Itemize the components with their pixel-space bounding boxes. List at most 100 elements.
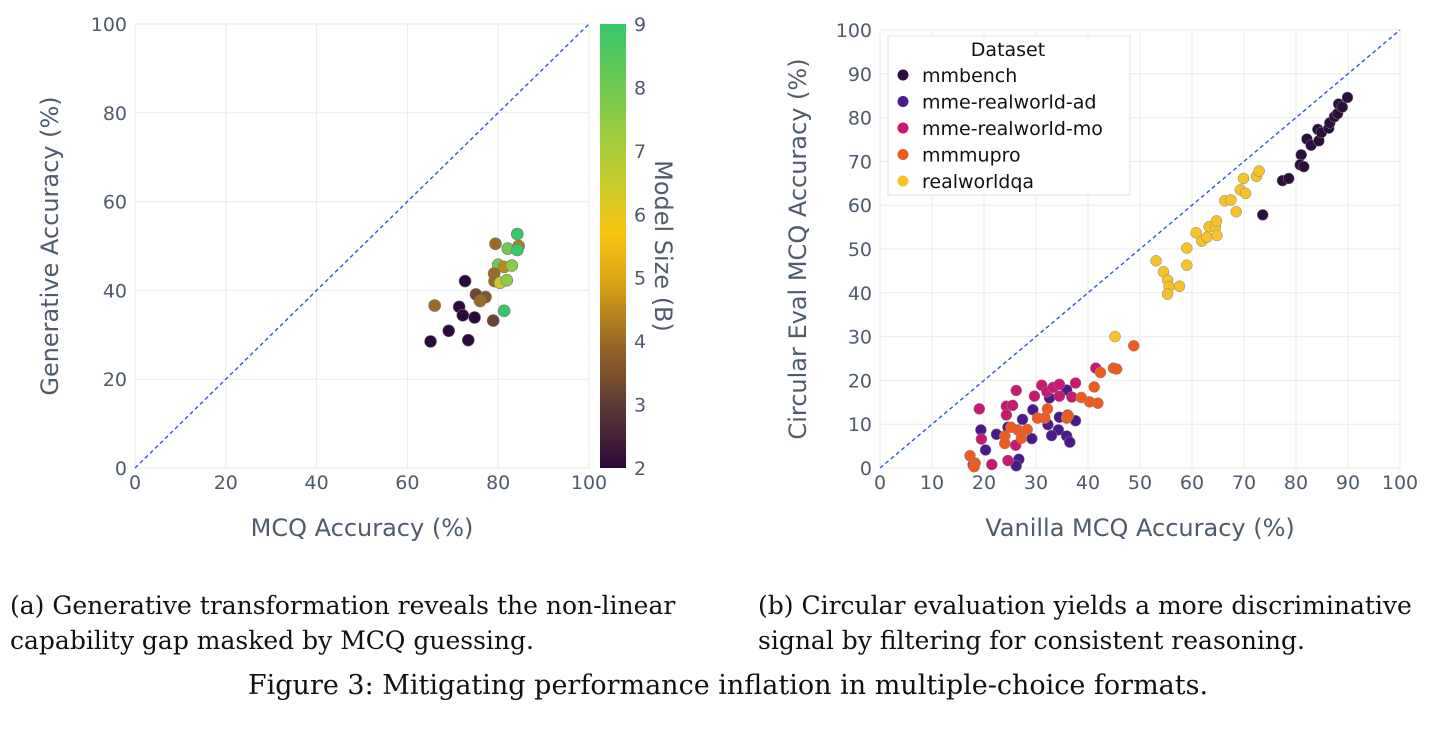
x-tick-label: 20	[214, 472, 238, 494]
colorbar	[600, 24, 626, 468]
y-tick-label: 0	[860, 458, 872, 480]
colorbar-tick-label: 5	[634, 268, 646, 290]
data-point-mme-realworld-ad	[1045, 429, 1058, 442]
chart-a: 0 20 40 60 80 100 0 20 40 60 80 100	[91, 14, 607, 494]
data-point	[486, 314, 500, 327]
data-point	[461, 333, 475, 347]
legend-marker-mmbench	[897, 69, 909, 81]
data-point-mme-realworld-ad	[1010, 460, 1022, 472]
caption-b-line2: signal by filtering for consistent reaso…	[758, 626, 1305, 655]
data-point-mmmupro	[1110, 363, 1123, 375]
data-point-mme-realworld-ad	[1016, 413, 1029, 426]
data-point-realworldqa	[1253, 165, 1265, 177]
data-point	[442, 324, 456, 338]
y-tick-label: 50	[848, 239, 872, 261]
x-tick-label: 80	[486, 472, 510, 494]
data-point-mmmupro	[1062, 410, 1074, 422]
colorbar-tick-label: 9	[634, 14, 646, 36]
diagonal-reference-line	[879, 29, 1401, 469]
x-axis-label-b: Vanilla MCQ Accuracy (%)	[985, 514, 1295, 542]
legend-label-mme-realworld-mo: mme-realworld-mo	[922, 118, 1103, 140]
data-point-mmmupro	[1088, 381, 1100, 393]
data-point-realworldqa	[1190, 227, 1202, 239]
legend-label-mmbench: mmbench	[922, 65, 1017, 87]
figure-caption: Figure 3: Mitigating performance inflati…	[247, 670, 1209, 701]
data-point-realworldqa	[1211, 229, 1223, 242]
data-point-mmbench	[1298, 160, 1310, 173]
data-point-mme-realworld-mo	[973, 403, 986, 415]
data-point-mme-realworld-mo	[1069, 377, 1082, 389]
x-tick-label: 80	[1284, 472, 1308, 494]
data-point-mme-realworld-mo	[1028, 390, 1041, 402]
y-tick-label: 60	[103, 192, 127, 214]
caption-a: (a) Generative transformation reveals th…	[10, 588, 675, 658]
y-tick-label: 60	[848, 195, 872, 217]
data-point	[456, 308, 470, 322]
legend-marker-mmmupro	[897, 149, 909, 160]
y-axis-label-b: Circular Eval MCQ Accuracy (%)	[784, 58, 812, 439]
caption-a-line2: capability gap masked by MCQ guessing.	[10, 626, 534, 655]
data-point-mme-realworld-ad	[979, 444, 992, 456]
colorbar-tick-label: 3	[634, 395, 646, 417]
data-point-mmbench	[1295, 149, 1307, 161]
data-point-realworldqa	[1150, 255, 1162, 267]
data-point-mmbench	[1336, 101, 1349, 113]
y-tick-label: 100	[836, 20, 872, 42]
data-point-mme-realworld-mo	[1000, 409, 1013, 421]
y-tick-label: 40	[848, 283, 872, 305]
data-point	[500, 273, 514, 287]
data-point-mmmupro	[1094, 366, 1107, 379]
data-point-realworldqa	[1109, 330, 1121, 343]
chart-b: 0 10 20 30 40 50 60 70 80 90 100 0 10 20 30 40 50 60 70 80 9…	[836, 20, 1418, 494]
y-tick-label: 20	[848, 370, 872, 392]
x-tick-label: 0	[129, 472, 141, 494]
y-tick-label: 80	[103, 103, 127, 125]
caption-b: (b) Circular evaluation yields a more di…	[758, 588, 1412, 658]
x-tick-label: 90	[1336, 472, 1360, 494]
data-point	[468, 311, 481, 324]
data-point	[424, 335, 437, 348]
data-point-mmmupro	[1128, 340, 1140, 352]
data-point-mme-realworld-ad	[1064, 436, 1076, 448]
x-tick-label: 100	[571, 472, 607, 494]
x-tick-label: 70	[1232, 472, 1256, 494]
legend-marker-mme-realworld-ad	[897, 96, 909, 107]
data-point-mmmupro	[999, 437, 1011, 450]
data-point-realworldqa	[1181, 259, 1193, 271]
colorbar-tick-label: 7	[634, 141, 646, 163]
data-point-mmmupro	[968, 460, 980, 473]
data-point-realworldqa	[1181, 242, 1193, 254]
x-tick-label: 10	[920, 472, 944, 494]
y-tick-label: 0	[115, 458, 127, 480]
legend-marker-mme-realworld-mo	[897, 122, 909, 134]
colorbar-tick-label: 4	[634, 331, 646, 353]
data-point-mmbench	[1282, 172, 1295, 185]
y-tick-label: 100	[91, 14, 127, 36]
data-point-realworldqa	[1173, 280, 1186, 292]
x-tick-label: 100	[1382, 472, 1418, 494]
legend: Dataset mmbench mme-realworld-ad mme-realw…	[887, 35, 1131, 196]
y-tick-label: 80	[848, 108, 872, 130]
diagonal-reference-line	[134, 23, 590, 469]
y-tick-label: 30	[848, 327, 872, 349]
data-point-realworldqa	[1239, 187, 1252, 200]
data-point	[510, 227, 524, 241]
colorbar-label: Model Size (B)	[649, 160, 677, 332]
legend-label-mmmupro: mmmupro	[922, 145, 1021, 167]
data-point	[428, 299, 441, 312]
data-point-realworldqa	[1161, 288, 1174, 300]
x-tick-label: 30	[1024, 472, 1048, 494]
x-tick-label: 0	[874, 472, 886, 494]
colorbar-tick-label: 8	[634, 77, 646, 99]
data-point-realworldqa	[1230, 206, 1242, 218]
data-point-mmbench	[1256, 209, 1269, 221]
data-point-mme-realworld-mo	[1053, 378, 1066, 391]
data-point-mme-realworld-mo	[1002, 454, 1014, 467]
data-point-mmbench	[1341, 91, 1354, 104]
colorbar-tick-label: 6	[634, 204, 646, 226]
y-tick-label: 70	[848, 151, 872, 173]
x-tick-label: 60	[1180, 472, 1204, 494]
y-tick-label: 10	[848, 414, 872, 436]
data-point	[489, 237, 502, 251]
